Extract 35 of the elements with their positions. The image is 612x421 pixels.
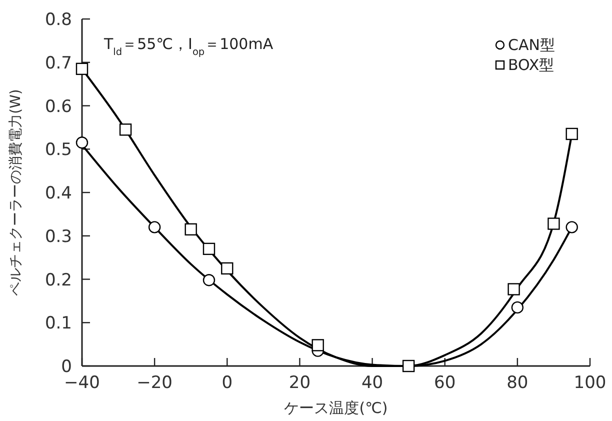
point <box>202 242 216 255</box>
point <box>202 274 216 286</box>
x-tick-label: 80 <box>506 373 528 393</box>
x-tick-label: −20 <box>136 373 173 393</box>
point <box>119 124 132 136</box>
y-tick-label: 0.7 <box>44 53 72 74</box>
point <box>184 223 197 236</box>
legend-label: BOX型 <box>508 56 554 74</box>
point <box>76 136 88 149</box>
point <box>566 221 578 234</box>
point <box>566 128 578 140</box>
x-tick-label: 40 <box>361 373 384 393</box>
y-tick-label: 0.5 <box>44 140 72 160</box>
point <box>548 218 560 230</box>
y-tick-label: 0.1 <box>44 314 72 334</box>
x-axis-title: ケース温度(℃) <box>284 399 388 417</box>
x-tick-label: 20 <box>288 373 311 393</box>
point <box>76 62 88 75</box>
y-tick-label: 0.2 <box>44 270 72 290</box>
point <box>402 360 415 372</box>
x-tick-label: 100 <box>574 373 606 393</box>
x-tick-label: 0 <box>222 373 233 393</box>
point <box>511 301 524 314</box>
x-tick-label: 60 <box>434 373 456 393</box>
point <box>221 262 234 275</box>
point <box>312 339 324 352</box>
y-tick-label: 0.6 <box>44 96 72 117</box>
y-axis-title: ペルチェクーラーの消費電力(W) <box>8 89 24 296</box>
point <box>148 221 161 234</box>
legend-label: CAN型 <box>508 36 555 54</box>
y-tick-label: 0.3 <box>44 226 72 247</box>
annotation: T$_{ld}$＝55℃，I$_{op}$＝100mA <box>103 35 274 58</box>
point <box>508 283 520 296</box>
y-tick-label: 0.8 <box>44 10 72 30</box>
y-tick-label: 0.4 <box>44 184 72 204</box>
